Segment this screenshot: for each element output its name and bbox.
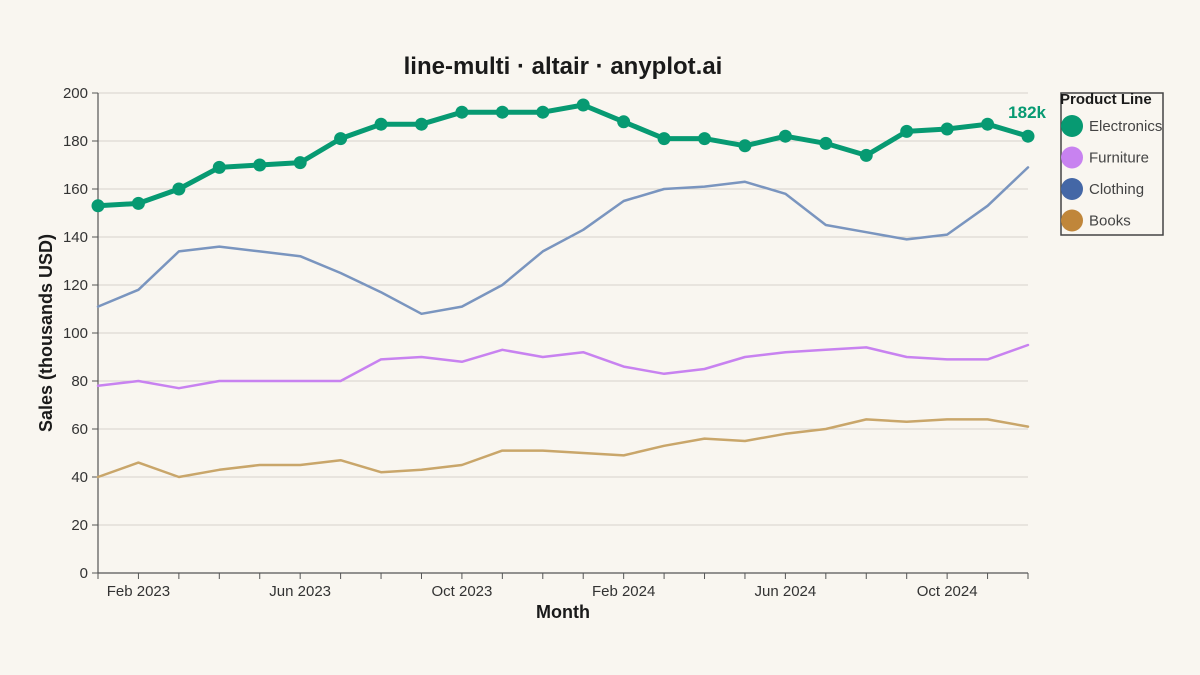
data-point-electronics <box>900 124 914 138</box>
series-books <box>96 418 1030 479</box>
data-point-electronics <box>495 105 509 119</box>
legend-swatch <box>1061 115 1083 137</box>
x-tick-label: Feb 2024 <box>592 583 655 600</box>
series-line-furniture <box>96 343 1030 390</box>
series-electronics <box>91 98 1035 213</box>
legend-label: Furniture <box>1089 150 1149 167</box>
data-point-electronics <box>819 136 833 150</box>
data-point-electronics <box>1021 129 1035 143</box>
legend-title: Product Line <box>1060 91 1152 108</box>
y-tick-label: 40 <box>71 469 88 486</box>
data-point-electronics <box>536 105 550 119</box>
series-line-electronics <box>95 102 1031 209</box>
data-point-electronics <box>91 199 105 213</box>
y-axis-title: Sales (thousands USD) <box>36 234 56 432</box>
y-tick-label: 80 <box>71 373 88 390</box>
series-clothing <box>96 166 1030 316</box>
data-point-electronics <box>778 129 792 143</box>
y-tick-label: 0 <box>80 565 88 582</box>
y-tick-label: 180 <box>63 133 88 150</box>
data-point-electronics <box>374 117 388 131</box>
data-point-electronics <box>172 182 186 196</box>
legend-swatch <box>1061 146 1083 169</box>
data-point-electronics <box>253 158 267 172</box>
y-tick-label: 200 <box>63 85 88 102</box>
legend-item-furniture: Furniture <box>1061 146 1149 169</box>
legend-item-clothing: Clothing <box>1061 178 1144 200</box>
data-point-electronics <box>698 132 712 146</box>
y-tick-label: 140 <box>63 229 88 246</box>
y-axis: 0 20 40 60 80 100 120 140 160 180 200 <box>63 85 99 582</box>
x-tick-label: Oct 2023 <box>431 583 492 600</box>
series-line-clothing <box>96 166 1030 316</box>
data-point-electronics <box>455 105 469 119</box>
legend: Product Line Electronics Furniture Clothin… <box>1060 91 1164 236</box>
y-tick-label: 100 <box>63 325 88 342</box>
data-point-electronics <box>131 196 145 210</box>
x-tick-label: Jun 2024 <box>755 583 817 600</box>
data-point-electronics <box>293 156 307 170</box>
y-tick-label: 160 <box>63 181 88 198</box>
legend-item-books: Books <box>1061 209 1131 232</box>
data-point-electronics <box>212 160 226 174</box>
data-point-electronics <box>414 117 428 131</box>
data-point-electronics <box>981 117 995 131</box>
data-point-electronics <box>738 139 752 153</box>
data-point-electronics <box>657 132 671 146</box>
series-layer <box>91 98 1035 479</box>
x-tick-label: Jun 2023 <box>269 583 331 600</box>
y-tick-label: 120 <box>63 277 88 294</box>
data-point-electronics <box>940 122 954 136</box>
x-tick-label: Feb 2023 <box>107 583 170 600</box>
x-tick-label: Oct 2024 <box>917 583 978 600</box>
data-point-electronics <box>576 98 590 112</box>
legend-label: Clothing <box>1089 181 1144 198</box>
legend-swatch <box>1061 178 1083 200</box>
data-point-electronics <box>859 148 873 162</box>
legend-frame <box>1060 92 1164 236</box>
x-axis: Feb 2023 Jun 2023 Oct 2023 Feb 2024 Jun 2024… <box>97 572 1029 600</box>
y-tick-label: 60 <box>71 421 88 438</box>
y-tick-label: 20 <box>71 517 88 534</box>
annotation-layer: 182k <box>1008 103 1046 122</box>
legend-label: Electronics <box>1089 118 1162 135</box>
legend-swatch <box>1061 209 1083 232</box>
grid-lines <box>98 92 1028 574</box>
legend-label: Books <box>1089 213 1131 230</box>
series-line-books <box>96 418 1030 479</box>
data-point-electronics <box>334 132 348 146</box>
x-axis-title: Month <box>536 602 590 622</box>
chart-title: line-multi · altair · anyplot.ai <box>404 53 723 80</box>
data-point-electronics <box>617 115 631 129</box>
end-value-annotation: 182k <box>1008 103 1046 122</box>
legend-item-electronics: Electronics <box>1061 115 1162 137</box>
series-furniture <box>96 343 1030 390</box>
